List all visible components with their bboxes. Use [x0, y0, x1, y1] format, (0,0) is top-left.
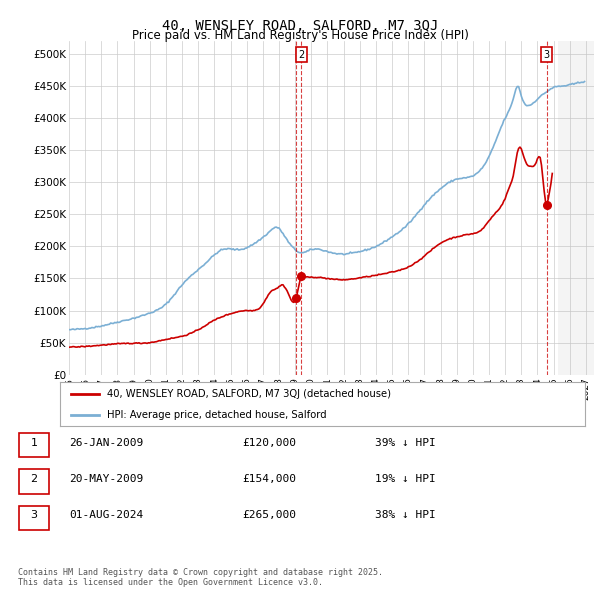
Text: 40, WENSLEY ROAD, SALFORD, M7 3QJ: 40, WENSLEY ROAD, SALFORD, M7 3QJ [162, 19, 438, 33]
Text: 1: 1 [31, 438, 37, 448]
Text: £154,000: £154,000 [242, 474, 296, 484]
Text: 39% ↓ HPI: 39% ↓ HPI [375, 438, 436, 448]
Text: 3: 3 [31, 510, 37, 520]
FancyBboxPatch shape [19, 470, 49, 494]
Text: 20-MAY-2009: 20-MAY-2009 [70, 474, 144, 484]
Text: Contains HM Land Registry data © Crown copyright and database right 2025.
This d: Contains HM Land Registry data © Crown c… [18, 568, 383, 587]
Text: 26-JAN-2009: 26-JAN-2009 [70, 438, 144, 448]
Text: 19% ↓ HPI: 19% ↓ HPI [375, 474, 436, 484]
Text: 40, WENSLEY ROAD, SALFORD, M7 3QJ (detached house): 40, WENSLEY ROAD, SALFORD, M7 3QJ (detac… [107, 389, 391, 399]
Text: 38% ↓ HPI: 38% ↓ HPI [375, 510, 436, 520]
Text: £265,000: £265,000 [242, 510, 296, 520]
Text: HPI: Average price, detached house, Salford: HPI: Average price, detached house, Salf… [107, 410, 327, 420]
Text: £120,000: £120,000 [242, 438, 296, 448]
FancyBboxPatch shape [19, 506, 49, 530]
Bar [559, 41, 594, 375]
FancyBboxPatch shape [19, 433, 49, 457]
Text: 3: 3 [544, 50, 550, 60]
Text: 2: 2 [298, 50, 304, 60]
Text: Price paid vs. HM Land Registry's House Price Index (HPI): Price paid vs. HM Land Registry's House … [131, 30, 469, 42]
Text: 01-AUG-2024: 01-AUG-2024 [70, 510, 144, 520]
Text: 2: 2 [31, 474, 37, 484]
